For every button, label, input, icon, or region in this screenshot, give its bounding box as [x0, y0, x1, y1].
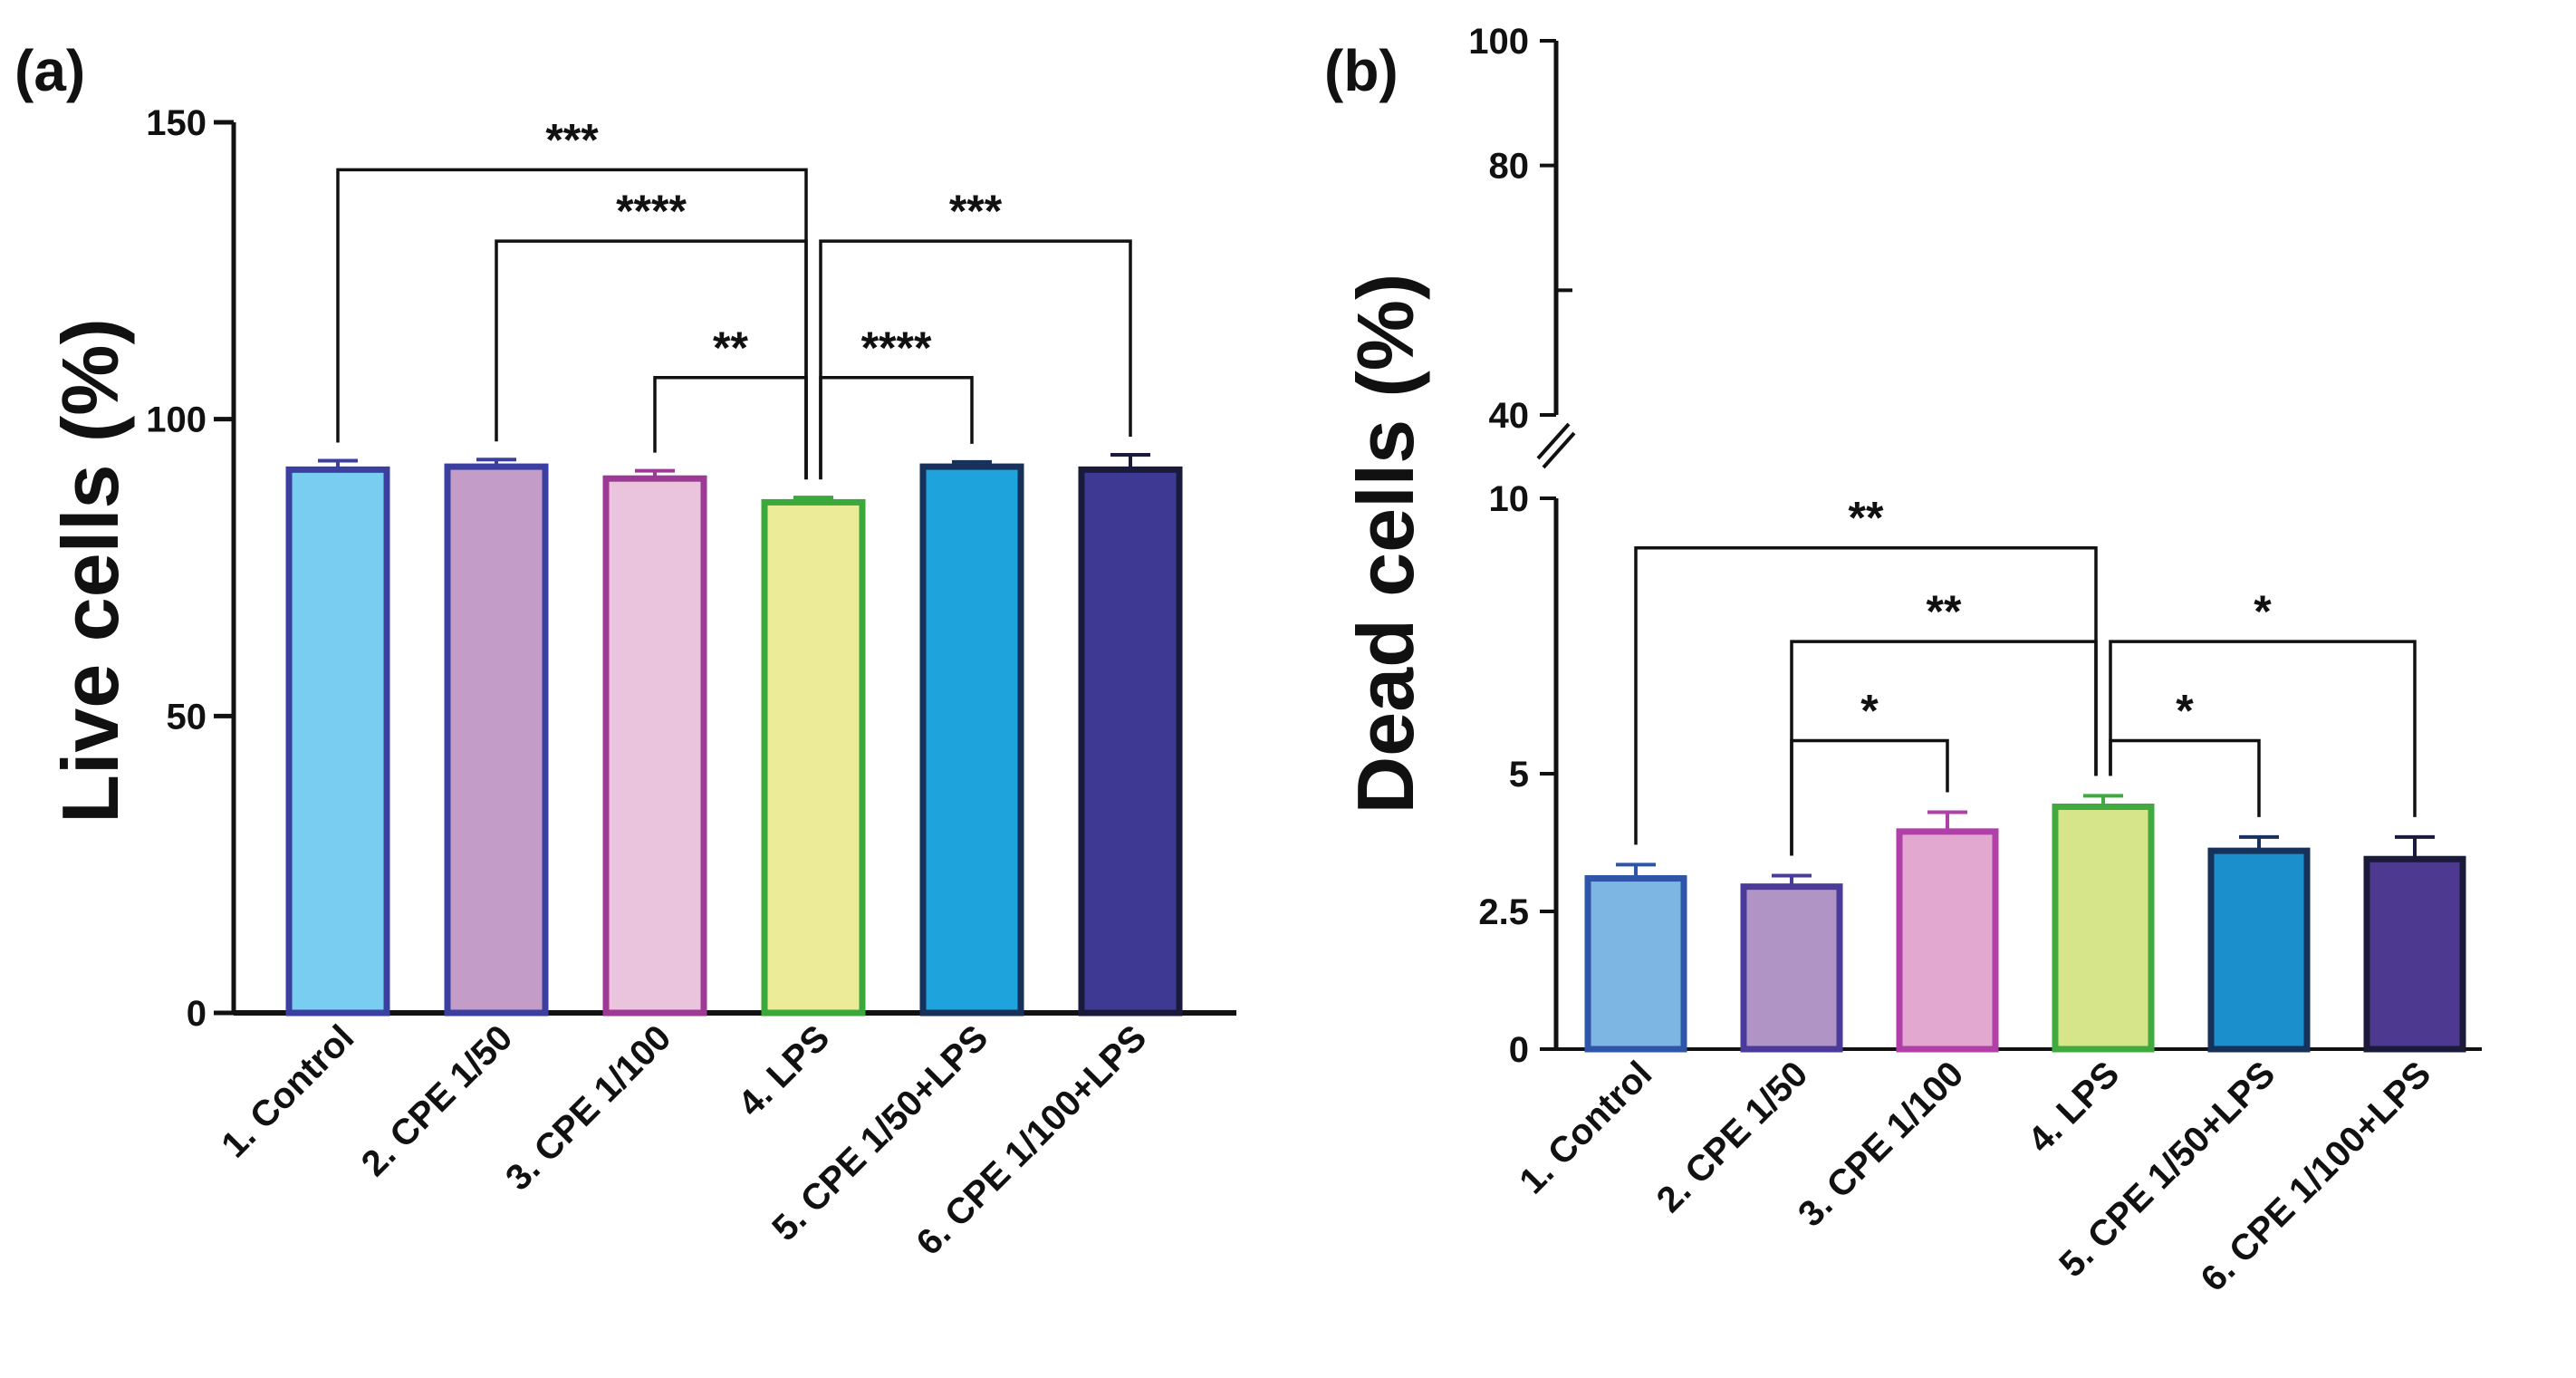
significance-label-4: ** [713, 323, 748, 373]
x-category-label-3: 3. CPE 1/100 [1791, 1054, 1971, 1234]
x-category-label-4: 4. LPS [2021, 1054, 2128, 1161]
significance-bracket-4 [653, 376, 808, 480]
bar-2 [444, 463, 549, 1017]
significance-label-2: ** [1927, 586, 1962, 637]
significance-label-5: * [2176, 686, 2194, 737]
axis-break-mark [1536, 422, 1571, 460]
significance-bracket-2 [1790, 640, 2098, 856]
significance-label-1: ** [1849, 493, 1884, 544]
bar-4 [2052, 803, 2155, 1053]
bar-1 [285, 466, 390, 1017]
x-category-label-3: 3. CPE 1/100 [498, 1017, 678, 1198]
significance-label-3: * [2254, 586, 2272, 637]
significance-bracket-3 [819, 239, 1132, 480]
y-tick-label: 10 [1489, 479, 1530, 519]
bar-3 [602, 475, 707, 1017]
significance-bracket-5 [819, 376, 974, 480]
bar-4 [761, 498, 866, 1017]
y-tick-label: 50 [167, 697, 207, 737]
y-tick-label: 100 [1468, 22, 1529, 62]
y-tick-label: 100 [146, 400, 207, 440]
axis-break-mark [1542, 431, 1576, 469]
x-category-label-4: 4. LPS [731, 1017, 838, 1124]
panel-b-chart: (b) Dead cells (%) 0 2.5 5 10 40 80 100 1. Contro… [1324, 22, 2482, 1299]
bar-6 [1078, 466, 1183, 1017]
x-category-label-2: 2. CPE 1/50 [354, 1017, 521, 1184]
x-category-label-1: 1. Control [1512, 1054, 1659, 1201]
y-tick-label: 5 [1509, 755, 1529, 795]
significance-bracket-2 [495, 239, 808, 480]
y-tick-label: 150 [146, 103, 207, 143]
significance-bracket-4 [1790, 738, 1949, 856]
y-axis-title: Dead cells (%) [1341, 274, 1430, 814]
significance-bracket-3 [2109, 640, 2417, 817]
bar-5 [919, 463, 1024, 1017]
significance-label-4: * [1860, 686, 1879, 737]
significance-bracket-5 [2109, 738, 2261, 817]
significance-label-1: *** [545, 114, 599, 165]
bar-6 [2363, 855, 2466, 1053]
x-category-label-2: 2. CPE 1/50 [1649, 1054, 1816, 1220]
y-tick-label: 80 [1489, 147, 1530, 187]
y-axis-title: Live cells (%) [45, 318, 135, 824]
x-category-label-1: 1. Control [214, 1017, 361, 1165]
panel-label: (b) [1324, 38, 1399, 103]
significance-label-3: *** [949, 186, 1003, 236]
y-tick-label: 2.5 [1478, 892, 1529, 932]
y-tick-label: 0 [1509, 1030, 1529, 1070]
bar-3 [1896, 828, 1999, 1053]
bar-1 [1584, 875, 1687, 1053]
significance-label-5: **** [861, 323, 932, 373]
y-tick-label: 40 [1489, 396, 1530, 436]
significance-label-2: **** [616, 186, 687, 236]
bar-2 [1740, 883, 1843, 1053]
panel-label: (a) [14, 38, 85, 103]
bar-5 [2207, 847, 2311, 1053]
y-tick-label: 0 [187, 994, 207, 1034]
